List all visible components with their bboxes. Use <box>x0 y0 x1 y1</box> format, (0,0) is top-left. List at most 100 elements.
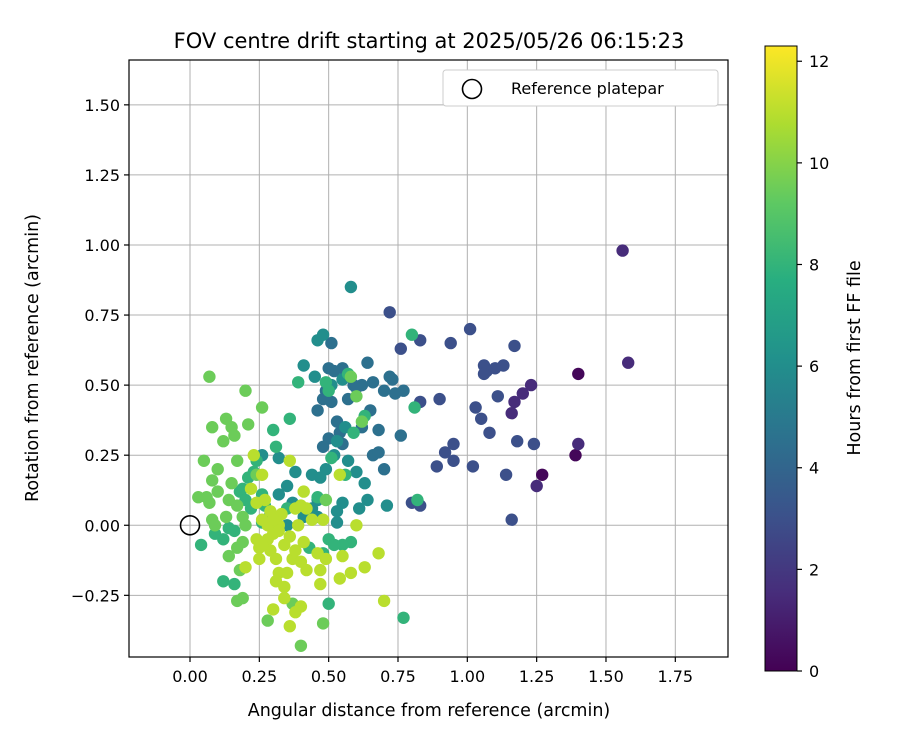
data-point <box>322 597 335 610</box>
data-point <box>483 426 496 439</box>
data-point <box>289 465 302 479</box>
data-point <box>297 485 310 498</box>
data-point <box>255 401 269 414</box>
colorbar-tick-label: 4 <box>809 459 819 478</box>
data-point <box>530 479 543 493</box>
x-tick-label: 0.25 <box>242 667 278 686</box>
data-point <box>347 426 360 439</box>
data-point <box>372 446 385 459</box>
data-point <box>250 533 263 546</box>
data-point <box>292 376 305 389</box>
data-point <box>397 611 410 624</box>
data-point <box>372 423 385 437</box>
data-point <box>206 421 219 434</box>
data-point <box>389 387 402 400</box>
data-point <box>258 493 272 507</box>
legend-marker-icon <box>461 78 483 100</box>
data-point <box>344 370 358 383</box>
data-point <box>203 370 216 383</box>
data-point <box>283 620 296 633</box>
data-point <box>225 477 238 490</box>
data-point <box>289 544 302 557</box>
data-point <box>572 437 585 451</box>
data-point <box>236 535 249 549</box>
x-tick-label: 1.50 <box>588 667 624 686</box>
data-point <box>361 493 374 507</box>
data-point <box>524 378 538 392</box>
y-tick-label: 1.50 <box>84 96 120 115</box>
data-point <box>244 482 258 495</box>
data-point <box>267 603 280 616</box>
chart-title: FOV centre drift starting at 2025/05/26 … <box>174 29 685 53</box>
data-point <box>463 322 477 336</box>
data-point <box>508 395 521 409</box>
data-point <box>333 468 346 481</box>
data-point <box>355 415 369 428</box>
data-point <box>380 499 394 512</box>
data-point <box>394 342 407 355</box>
x-tick-label: 1.25 <box>519 667 555 686</box>
data-point <box>386 373 399 386</box>
data-point <box>231 499 244 512</box>
data-point <box>430 460 443 473</box>
data-point <box>267 423 280 437</box>
data-point <box>330 435 344 448</box>
data-point <box>305 468 319 481</box>
data-point <box>217 435 230 448</box>
data-point <box>330 516 344 529</box>
data-point <box>255 513 269 526</box>
data-point <box>269 575 283 588</box>
data-point <box>372 547 385 560</box>
y-tick-label: 0.50 <box>84 376 120 395</box>
data-point <box>469 401 482 414</box>
data-point <box>217 575 230 588</box>
y-axis-label: Rotation from reference (arcmin) <box>23 214 43 502</box>
data-point <box>228 429 241 442</box>
colorbar-tick-label: 6 <box>809 357 819 376</box>
data-point <box>341 454 355 467</box>
data-point <box>325 336 338 350</box>
data-point <box>206 474 219 487</box>
data-point <box>319 493 333 507</box>
y-tick-label: 1.00 <box>84 236 120 255</box>
data-point <box>361 356 374 369</box>
legend-label: Reference platepar <box>511 79 664 98</box>
data-point <box>283 412 296 425</box>
data-point <box>308 370 321 383</box>
data-point <box>353 502 366 515</box>
data-point <box>311 334 324 347</box>
data-point <box>433 392 446 406</box>
y-tick-label: 0.25 <box>84 446 120 465</box>
data-point <box>622 356 635 369</box>
colorbar-gradient <box>764 45 798 672</box>
data-point <box>283 454 296 467</box>
data-point <box>527 437 541 451</box>
colorbar-label: Hours from first FF file <box>845 260 865 455</box>
data-point <box>344 280 358 294</box>
data-point <box>447 454 460 467</box>
reference-platepar-marker <box>179 514 201 536</box>
data-point <box>297 359 310 372</box>
data-point <box>294 600 308 613</box>
data-point <box>408 401 421 414</box>
y-tick-label: 0.00 <box>84 516 120 535</box>
data-point <box>311 404 324 417</box>
data-point <box>344 566 358 580</box>
data-point <box>366 376 380 389</box>
data-point <box>444 336 457 350</box>
data-point <box>247 449 260 462</box>
y-tick-label: 1.25 <box>84 166 120 185</box>
data-point <box>192 491 205 504</box>
data-point <box>411 493 424 507</box>
data-point <box>300 563 313 577</box>
data-point <box>536 468 549 481</box>
data-point <box>508 339 521 353</box>
data-point <box>267 513 280 526</box>
data-point <box>358 561 371 574</box>
data-point <box>572 367 585 381</box>
data-point <box>280 479 294 493</box>
data-point <box>197 454 211 467</box>
data-point <box>383 306 396 319</box>
data-points <box>192 244 635 652</box>
